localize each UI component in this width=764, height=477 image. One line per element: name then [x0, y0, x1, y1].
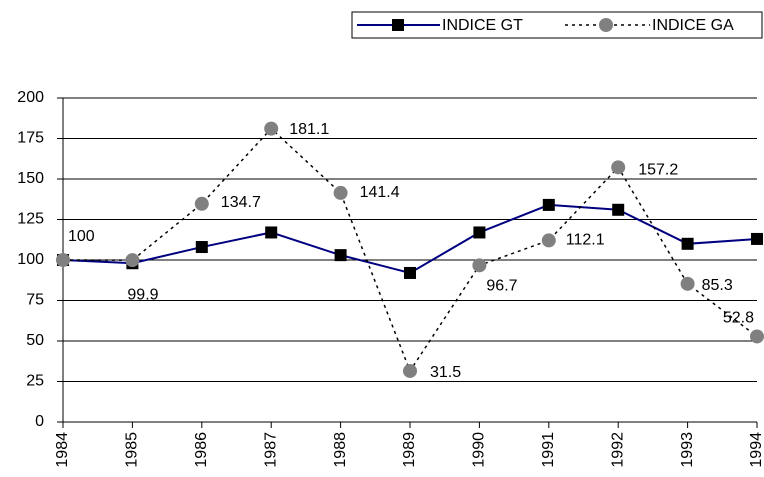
data-label: 181.1 [289, 121, 329, 138]
series-line [62, 203, 758, 275]
marker [195, 241, 208, 254]
marker [611, 160, 626, 175]
y-tick-label: 50 [26, 332, 44, 349]
y-tick-label: 125 [17, 211, 44, 228]
marker [125, 253, 140, 268]
y-tick-label: 150 [17, 170, 44, 187]
data-label: 112.1 [566, 232, 605, 249]
data-label: 141.4 [360, 184, 400, 201]
marker [56, 253, 70, 267]
data-label: 31.5 [430, 364, 461, 381]
legend-label: INDICE GT [442, 17, 523, 34]
marker [681, 237, 694, 250]
x-tick-label: 1990 [471, 432, 488, 468]
x-tick-label: 1994 [748, 432, 764, 468]
x-tick-label: 1985 [124, 432, 141, 468]
data-label: 99.9 [127, 286, 158, 303]
data-label: 134.7 [221, 194, 261, 211]
data-label: 100 [68, 228, 95, 245]
x-tick-label: 1989 [401, 432, 418, 468]
marker [265, 226, 278, 239]
marker [542, 198, 555, 211]
y-tick-label: 100 [17, 251, 44, 268]
x-tick-label: 1993 [679, 432, 696, 468]
legend-swatch [599, 18, 613, 32]
legend-swatch [392, 19, 404, 31]
x-tick-label: 1991 [540, 432, 557, 468]
marker [751, 232, 763, 245]
marker [680, 276, 695, 291]
marker [541, 233, 556, 248]
x-tick-label: 1984 [54, 432, 71, 468]
x-tick-label: 1987 [262, 432, 279, 468]
x-tick-label: 1988 [332, 432, 349, 468]
data-label: 85.3 [702, 277, 733, 294]
marker [473, 226, 486, 239]
marker [334, 249, 347, 262]
y-tick-label: 0 [35, 413, 44, 430]
marker [333, 185, 348, 200]
y-tick-label: 75 [26, 292, 44, 309]
marker [264, 121, 279, 136]
data-label: 96.7 [486, 278, 517, 295]
marker [612, 203, 625, 216]
marker [194, 196, 209, 211]
marker [404, 266, 416, 279]
y-tick-label: 200 [17, 89, 44, 106]
data-label: 52.8 [723, 310, 754, 327]
marker [472, 258, 487, 273]
marker [750, 329, 764, 344]
x-tick-label: 1992 [609, 432, 626, 468]
x-tick-label: 1986 [193, 432, 210, 468]
legend-label: INDICE GA [652, 17, 734, 34]
y-tick-label: 175 [17, 130, 44, 147]
data-label: 157.2 [638, 162, 678, 179]
y-tick-label: 25 [26, 373, 44, 390]
marker [403, 363, 417, 378]
